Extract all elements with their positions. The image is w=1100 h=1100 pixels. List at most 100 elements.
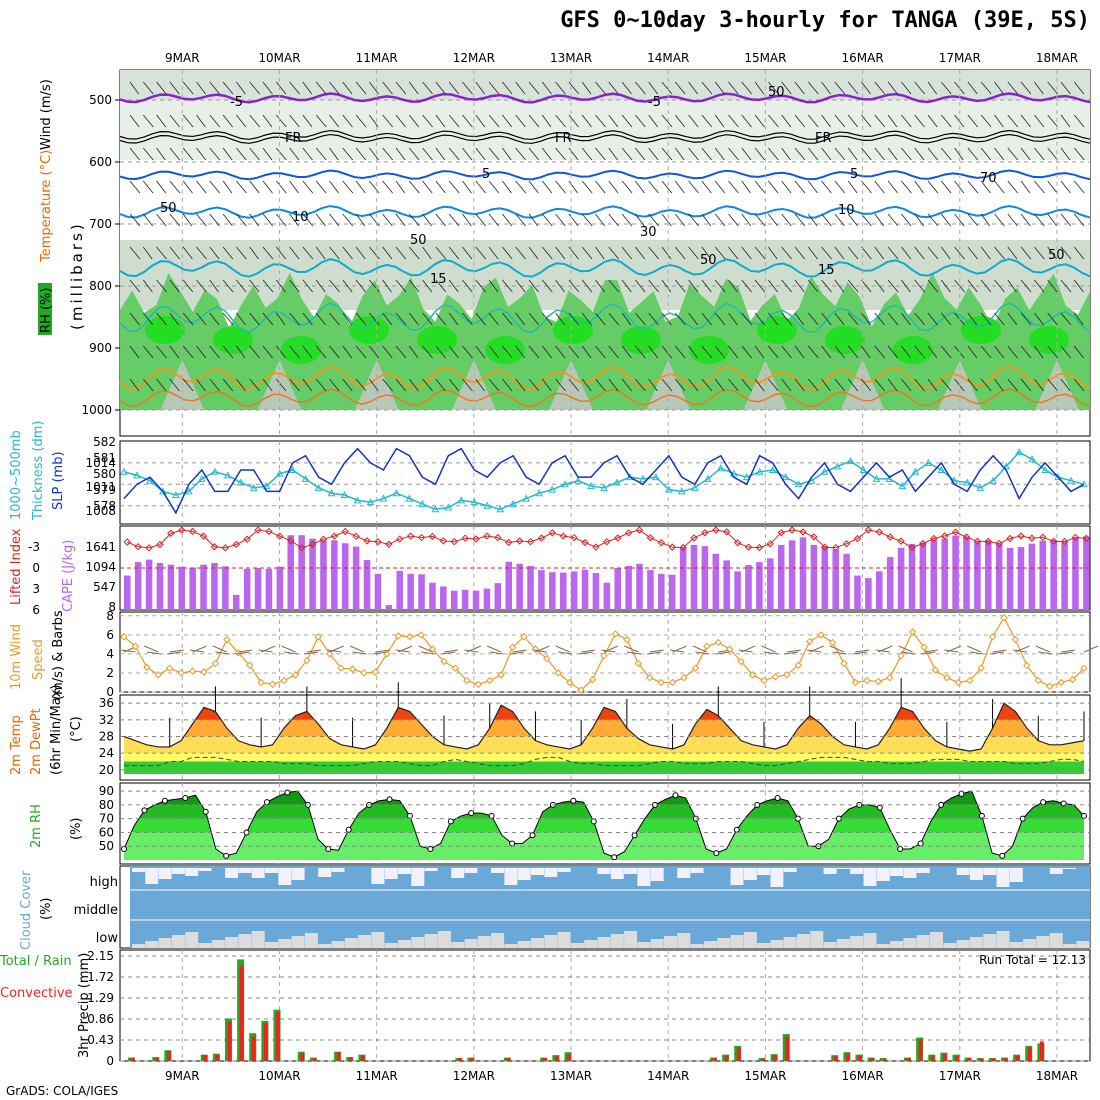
- wind-barb: [994, 180, 1005, 194]
- cape-bar: [156, 562, 164, 610]
- wind-barb: [741, 279, 752, 293]
- wind-barb: [701, 345, 713, 359]
- wind-barb: [488, 81, 500, 95]
- wind-speed-point: [611, 630, 620, 638]
- panel-frame-slp: [119, 440, 1091, 525]
- wind-barb: [954, 213, 965, 227]
- wind-barb: [847, 279, 859, 293]
- wind-barb: [595, 114, 606, 128]
- rh-point: [876, 804, 883, 811]
- low-cloud-gap: [437, 931, 451, 948]
- wind-speed-point: [508, 643, 517, 651]
- thickness-point: [509, 499, 518, 507]
- wind-speed-point: [543, 654, 551, 663]
- rh-tick: 70: [99, 812, 114, 826]
- wind-barb: [329, 114, 340, 128]
- li-point: [548, 529, 557, 537]
- wind-barb: [528, 246, 539, 260]
- li-point: [766, 540, 775, 548]
- wind-barb: [408, 147, 420, 161]
- wind-barb: [1047, 180, 1058, 194]
- wind-barb: [1020, 114, 1031, 128]
- wind-speed-point: [748, 671, 757, 679]
- wind-barb: [728, 312, 738, 326]
- wind-speed-point: [268, 680, 277, 689]
- li-point: [831, 543, 840, 552]
- cape-bar: [941, 538, 948, 610]
- wind-barb: [661, 246, 672, 260]
- wind-barb: [568, 180, 578, 194]
- contour-label: FR: [815, 131, 832, 146]
- wind-barb: [581, 180, 593, 194]
- low-cloud-gap: [1023, 939, 1037, 948]
- cape-bar: [963, 536, 970, 610]
- wind-barb: [940, 81, 952, 95]
- thickness-point: [522, 494, 531, 502]
- high-cloud-gap: [265, 868, 278, 873]
- high-cloud-gap: [890, 868, 904, 876]
- wind-barb-10m: [464, 649, 479, 653]
- cape-bar: [581, 569, 589, 610]
- low-cloud-gap: [1076, 941, 1090, 948]
- wind-speed-point: [966, 676, 974, 685]
- wind-barb: [1047, 279, 1058, 293]
- wind-barb: [781, 246, 792, 260]
- wind-barb: [794, 312, 805, 326]
- wind-barb: [1047, 213, 1058, 227]
- low-cloud-gap: [464, 939, 478, 948]
- precip-convective-bar: [239, 965, 244, 1061]
- temp-tick: 24: [99, 746, 114, 760]
- rh-legend-swatch: [38, 283, 52, 335]
- high-cloud-gap: [384, 868, 398, 879]
- cape-bar: [320, 540, 327, 610]
- low-cloud-gap: [969, 937, 983, 948]
- wind-barb: [541, 246, 553, 260]
- contour-15: [119, 257, 1091, 278]
- wind-barb: [209, 114, 221, 128]
- wind-barb: [874, 246, 885, 260]
- wind-barb: [475, 81, 485, 95]
- wind-barb: [621, 213, 633, 227]
- li-point: [276, 532, 284, 540]
- wind-barb: [1020, 180, 1031, 194]
- wind-barb: [448, 345, 459, 359]
- thickness-tick: 578: [93, 499, 116, 513]
- wind-barb: [329, 246, 340, 260]
- thickness-point: [561, 480, 569, 488]
- wind-barb: [568, 246, 579, 260]
- li-point: [755, 543, 764, 552]
- high-cloud-gap: [916, 868, 930, 873]
- rh-point: [386, 796, 393, 803]
- rh-max-blob: [213, 326, 253, 354]
- wind-barb: [196, 246, 207, 260]
- wind-barb: [236, 213, 247, 227]
- wind-barb: [741, 147, 752, 161]
- wind-barb: [847, 345, 859, 359]
- wind-barb: [1073, 246, 1085, 260]
- wind-barb: [688, 378, 699, 392]
- precip-convective-bar: [542, 1058, 547, 1061]
- wind-barb: [994, 114, 1004, 128]
- wind-barb: [182, 312, 194, 326]
- li-point: [657, 538, 666, 547]
- wind-barb: [887, 312, 899, 326]
- wind-barb: [196, 180, 207, 194]
- thickness-point: [885, 474, 894, 482]
- cape-bar: [952, 535, 959, 610]
- wind-barb: [701, 114, 713, 128]
- low-cloud-gap: [743, 932, 757, 948]
- contour-freezing-a: [119, 129, 1091, 140]
- wind-barb: [262, 81, 273, 95]
- li-point: [570, 533, 578, 542]
- wind-barb: [781, 114, 792, 128]
- cape-bar: [134, 562, 142, 610]
- wind-barb: [887, 114, 898, 128]
- wind-barb: [847, 81, 859, 95]
- wind-barb: [408, 312, 419, 326]
- wind-barb: [142, 213, 153, 227]
- wind-barb: [595, 213, 606, 227]
- wind-barb: [129, 345, 140, 359]
- temp-label: 2m DewPt: [29, 708, 44, 775]
- high-cloud-gap: [983, 868, 997, 875]
- wind-speed-point: [886, 674, 894, 682]
